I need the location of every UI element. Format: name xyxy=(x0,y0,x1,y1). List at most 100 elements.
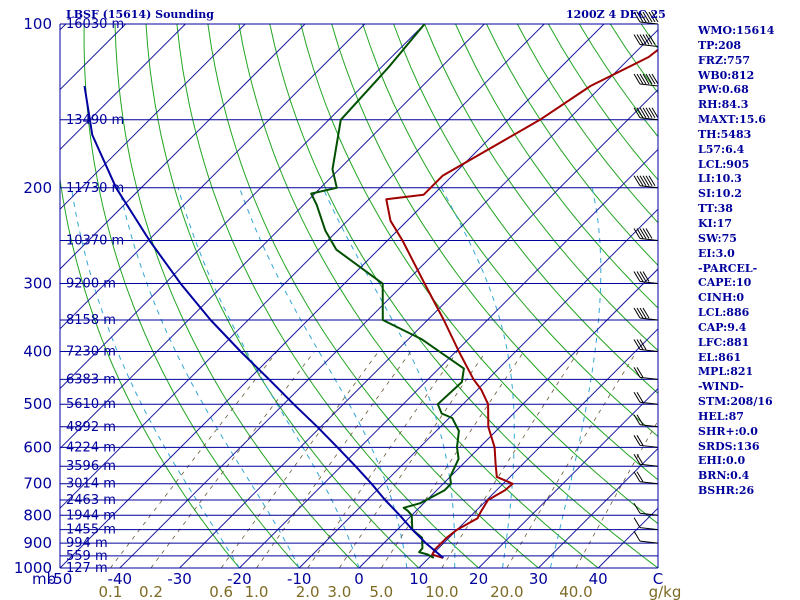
isotherm xyxy=(60,24,425,390)
stat-line: SRDS:136 xyxy=(698,439,760,453)
temperature-tick-label: -30 xyxy=(167,570,192,588)
isotherm xyxy=(478,387,658,568)
dry-adiabat xyxy=(796,24,800,568)
isotherm xyxy=(239,148,658,568)
wind-barb xyxy=(633,517,659,531)
wind-barb xyxy=(633,11,659,25)
wind-barb xyxy=(633,453,659,467)
isotherm xyxy=(179,88,658,568)
height-label: 994 m xyxy=(66,536,108,551)
temperature-tick-label: -50 xyxy=(48,570,73,588)
stat-line: LI:10.3 xyxy=(698,172,742,186)
temperature-tick-label: 20 xyxy=(469,570,488,588)
wind-barb xyxy=(633,107,659,121)
stat-line: PW:0.68 xyxy=(698,83,749,97)
isotherm xyxy=(60,24,306,270)
temperature-tick-label: -10 xyxy=(287,570,312,588)
mixing-ratio-tick-label: 20.0 xyxy=(490,583,523,600)
stat-line: SI:10.2 xyxy=(698,187,742,201)
wind-barb xyxy=(633,73,659,87)
mixing-ratio-tick-label: 0.6 xyxy=(209,583,233,600)
temperature-tick-label: -20 xyxy=(227,570,252,588)
stat-line: LFC:881 xyxy=(698,335,750,349)
temperature-tick-label: 10 xyxy=(409,570,428,588)
stat-line: SW:75 xyxy=(698,231,737,245)
wind-barb xyxy=(633,34,659,48)
temperature-tick-label: 0 xyxy=(354,570,364,588)
stat-line: HEL:87 xyxy=(698,409,744,423)
wind-barb xyxy=(633,228,659,241)
temperature-tick-label: C xyxy=(653,570,663,588)
stat-line: TH:5483 xyxy=(698,127,752,141)
wind-barb xyxy=(633,503,659,516)
height-label: 2463 m xyxy=(66,493,116,508)
wind-barb xyxy=(633,367,659,380)
height-label: 4224 m xyxy=(66,440,116,455)
wind-barb xyxy=(633,471,659,485)
sounding-parameters: WMO:15614 TP:208 FRZ:757 WB0:812 PW:0.68 RH:8… xyxy=(698,24,774,499)
wind-barb xyxy=(633,391,659,405)
stat-line: EL:861 xyxy=(698,350,742,364)
mixing-ratio-tick-label: 1.0 xyxy=(245,583,269,600)
isotherm xyxy=(538,447,658,568)
mixing-ratio-tick-label: 2.0 xyxy=(296,583,320,600)
stat-line: MPL:821 xyxy=(698,365,754,379)
height-label: 559 m xyxy=(66,549,108,564)
series-dew-point xyxy=(310,24,465,559)
isobars xyxy=(60,23,658,569)
stat-line: -PARCEL- xyxy=(698,261,758,275)
stat-line: LCL:886 xyxy=(698,306,750,320)
stat-line: TP:208 xyxy=(698,38,742,52)
temperature-tick-label: -40 xyxy=(108,570,133,588)
profiles xyxy=(83,24,658,559)
height-label: 9200 m xyxy=(66,277,116,292)
wind-barb xyxy=(633,307,659,321)
temperature-tick-label: 30 xyxy=(529,570,548,588)
mixing-ratio-tick-label: 5.0 xyxy=(369,583,393,600)
moist-adiabat xyxy=(239,187,408,568)
pressure-tick-label: 400 xyxy=(23,343,52,361)
series-temperature xyxy=(385,48,658,559)
chart-title: LBSF (15614) Sounding xyxy=(66,8,214,21)
pressure-unit-label: mb xyxy=(32,570,56,588)
stat-line: WMO:15614 xyxy=(698,24,775,37)
stat-line: EI:3.0 xyxy=(698,246,735,260)
height-label: 13490 m xyxy=(66,113,124,128)
stat-line: WB0:812 xyxy=(698,68,755,82)
stat-line: TT:38 xyxy=(698,202,733,216)
isotherm xyxy=(60,24,605,568)
stat-line: MAXT:15.6 xyxy=(698,113,766,127)
height-label: 1455 m xyxy=(66,523,116,538)
height-label: 16030 m xyxy=(66,17,124,32)
pressure-tick-label: 900 xyxy=(23,534,52,552)
isotherm xyxy=(60,24,545,509)
plot-area xyxy=(60,24,658,568)
height-label: 4892 m xyxy=(66,420,116,435)
stat-line: CAPE:10 xyxy=(698,276,752,290)
height-label: 3014 m xyxy=(66,477,116,492)
wind-barb xyxy=(633,175,659,189)
stat-line: STM:208/16 xyxy=(698,395,773,409)
isotherm xyxy=(60,24,246,210)
pressure-tick-label: 200 xyxy=(23,179,52,197)
height-label: 5610 m xyxy=(66,397,116,412)
height-label: 127 m xyxy=(66,561,108,576)
height-label: 7230 m xyxy=(66,345,116,360)
stat-line: CINH:0 xyxy=(698,291,745,305)
wind-barb xyxy=(633,271,659,285)
stat-line: L57:6.4 xyxy=(698,142,745,156)
chart-datetime: 1200Z 4 DEC 25 xyxy=(566,8,666,21)
mixing-ratio-tick-label: g/kg xyxy=(649,583,682,600)
isotherm xyxy=(60,24,186,151)
height-label: 6383 m xyxy=(66,372,116,387)
height-label: 8158 m xyxy=(66,313,116,328)
stat-line: -WIND- xyxy=(698,380,744,394)
isotherm xyxy=(119,29,658,568)
isotherm xyxy=(60,24,366,330)
pressure-tick-label: 800 xyxy=(23,506,52,524)
stat-line: FRZ:757 xyxy=(698,53,751,67)
pressure-tick-label: 300 xyxy=(23,275,52,293)
isotherm xyxy=(60,24,485,450)
